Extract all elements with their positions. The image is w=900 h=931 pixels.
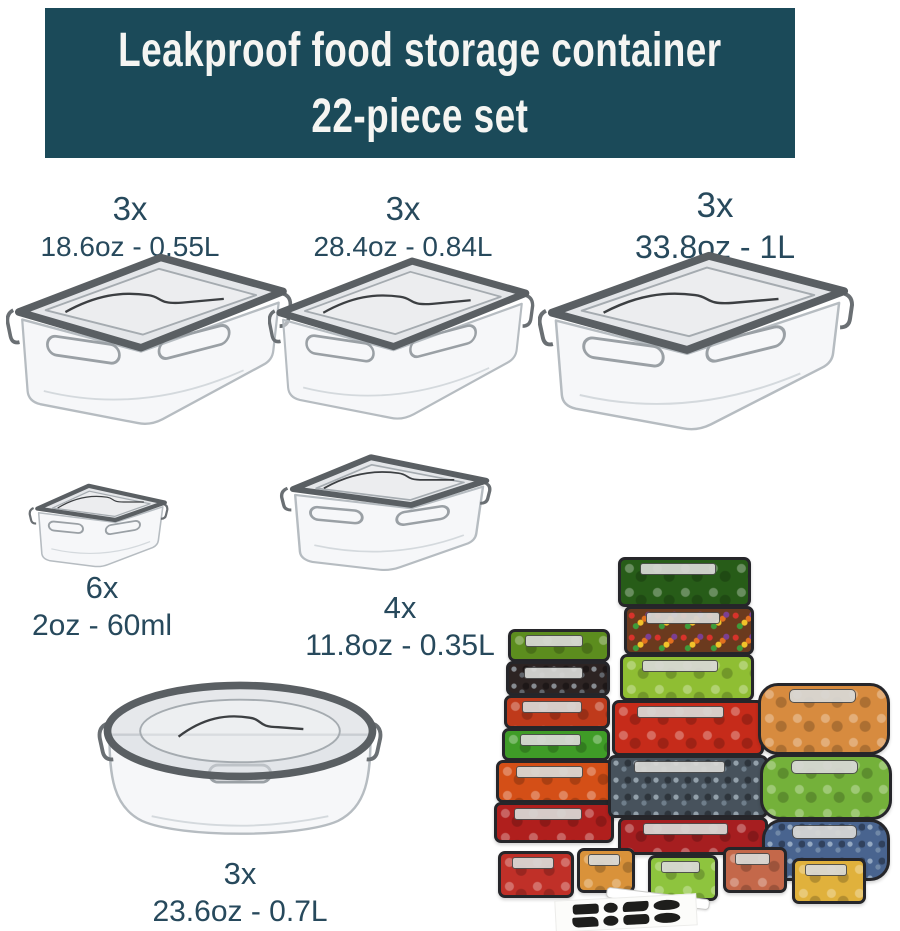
qty-rect-large: 3x (696, 186, 734, 225)
photo-container-peas (502, 728, 610, 761)
container-illustration-rect-large (538, 248, 856, 444)
photo-container-cherries (618, 817, 768, 855)
size-square-mini: 2oz - 60ml (31, 608, 173, 642)
photo-container-candy-mix (624, 606, 754, 655)
qty-rect-small: 3x (112, 190, 148, 227)
size-rect-small: 18.6oz - 0.55L (40, 230, 220, 262)
title-banner: Leakproof food storage container 22-piec… (45, 8, 795, 158)
chalkboard-labels (554, 893, 698, 931)
chalk-label-shape (603, 914, 619, 926)
banner-title-line2: 22-piece set (311, 88, 529, 143)
chalk-label-shape (602, 901, 618, 913)
label-square-mini: 6x 2oz - 60ml (18, 570, 186, 644)
photo-container-strawberries (494, 802, 614, 843)
chalk-label-shape (654, 911, 681, 924)
container-illustration-square-mini (26, 472, 178, 568)
photo-container-broccoli (618, 557, 751, 607)
photo-container-tomatoes (612, 700, 764, 756)
photo-container-apricots (758, 683, 890, 755)
label-square-medium: 4x 11.8oz - 0.35L (288, 590, 512, 664)
photo-container-tomato-sauce (498, 851, 574, 898)
qty-square-mini: 6x (85, 570, 119, 605)
label-round: 3x 23.6oz - 0.7L (122, 856, 358, 930)
photo-container-kiwi (508, 629, 610, 662)
photo-container-limes (760, 754, 892, 820)
qty-square-medium: 4x (383, 590, 417, 625)
qty-rect-medium: 3x (385, 190, 421, 227)
chalk-label-shape (571, 902, 599, 915)
photo-container-corn-pasta (792, 858, 866, 904)
photo-container-peppers (504, 695, 610, 729)
container-illustration-rect-small (6, 250, 294, 438)
chalk-label-shape (621, 900, 649, 912)
photo-container-orange-slices (496, 760, 614, 803)
photo-container-grapes (620, 654, 754, 701)
lifestyle-photo (458, 545, 900, 931)
size-rect-medium: 28.4oz - 0.84L (313, 230, 493, 262)
banner-title-line1: Leakproof food storage container (118, 22, 722, 77)
photo-container-herbs (648, 855, 718, 901)
photo-container-blackberries (608, 755, 768, 818)
photo-container-mac-and-cheese (577, 848, 635, 893)
container-illustration-rect-medium (268, 254, 536, 432)
banner-text: Leakproof food storage container 22-piec… (118, 17, 721, 149)
qty-round: 3x (223, 856, 257, 891)
chalk-label-shape (652, 898, 680, 911)
size-square-medium: 11.8oz - 0.35L (305, 628, 495, 662)
chalk-label-shape (572, 915, 599, 928)
photo-container-black-beans (506, 661, 610, 696)
chalk-label-shape (623, 913, 650, 925)
photo-container-salmon (723, 847, 787, 893)
container-illustration-round (96, 676, 384, 856)
label-rect-small: 3x 18.6oz - 0.55L (30, 190, 230, 263)
label-rect-medium: 3x 28.4oz - 0.84L (303, 190, 503, 263)
size-round: 23.6oz - 0.7L (152, 894, 328, 928)
